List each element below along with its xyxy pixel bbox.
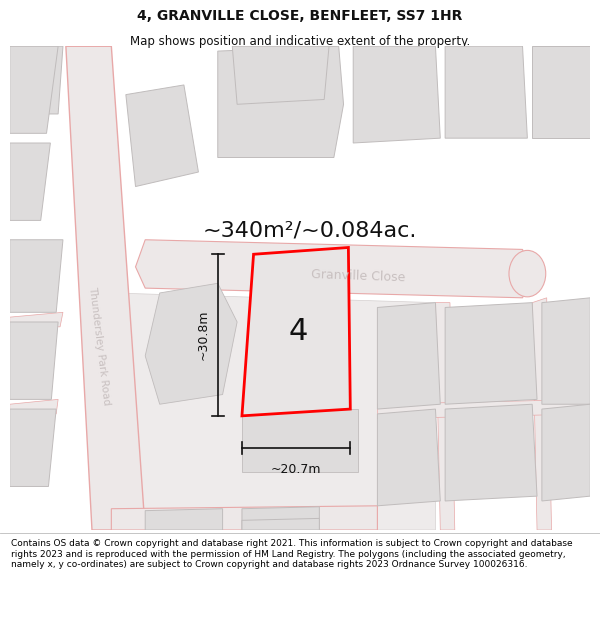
Polygon shape	[112, 506, 377, 530]
Polygon shape	[232, 46, 329, 104]
Text: 4: 4	[289, 317, 308, 346]
Text: Map shows position and indicative extent of the property.: Map shows position and indicative extent…	[130, 35, 470, 48]
Polygon shape	[145, 283, 237, 404]
Polygon shape	[10, 46, 58, 133]
Text: ~30.8m: ~30.8m	[197, 310, 210, 360]
Polygon shape	[242, 409, 358, 472]
Polygon shape	[532, 46, 590, 138]
Polygon shape	[10, 409, 56, 486]
Polygon shape	[242, 518, 319, 530]
Polygon shape	[353, 46, 440, 143]
Polygon shape	[218, 46, 344, 158]
Ellipse shape	[509, 251, 546, 297]
Polygon shape	[10, 399, 58, 414]
Polygon shape	[436, 302, 455, 530]
Text: ~20.7m: ~20.7m	[271, 463, 322, 476]
Text: ~340m²/~0.084ac.: ~340m²/~0.084ac.	[202, 220, 417, 240]
Polygon shape	[542, 404, 590, 501]
Polygon shape	[445, 46, 527, 138]
Polygon shape	[145, 509, 223, 530]
Polygon shape	[112, 293, 436, 530]
Polygon shape	[445, 302, 537, 404]
Polygon shape	[377, 399, 590, 419]
Polygon shape	[10, 312, 63, 327]
Polygon shape	[10, 240, 63, 312]
Text: Thundersley Park Road: Thundersley Park Road	[88, 286, 112, 406]
Polygon shape	[542, 298, 590, 404]
Text: Granville Close: Granville Close	[311, 268, 406, 284]
Polygon shape	[136, 240, 532, 298]
Polygon shape	[377, 409, 440, 506]
Polygon shape	[10, 322, 58, 399]
Text: Contains OS data © Crown copyright and database right 2021. This information is : Contains OS data © Crown copyright and d…	[11, 539, 572, 569]
Polygon shape	[66, 46, 145, 530]
Polygon shape	[126, 85, 199, 186]
Polygon shape	[377, 302, 440, 409]
Polygon shape	[242, 248, 350, 416]
Text: 4, GRANVILLE CLOSE, BENFLEET, SS7 1HR: 4, GRANVILLE CLOSE, BENFLEET, SS7 1HR	[137, 9, 463, 23]
Polygon shape	[532, 298, 551, 530]
Polygon shape	[242, 507, 319, 530]
Polygon shape	[445, 404, 537, 501]
Polygon shape	[10, 46, 63, 114]
Polygon shape	[10, 143, 50, 221]
